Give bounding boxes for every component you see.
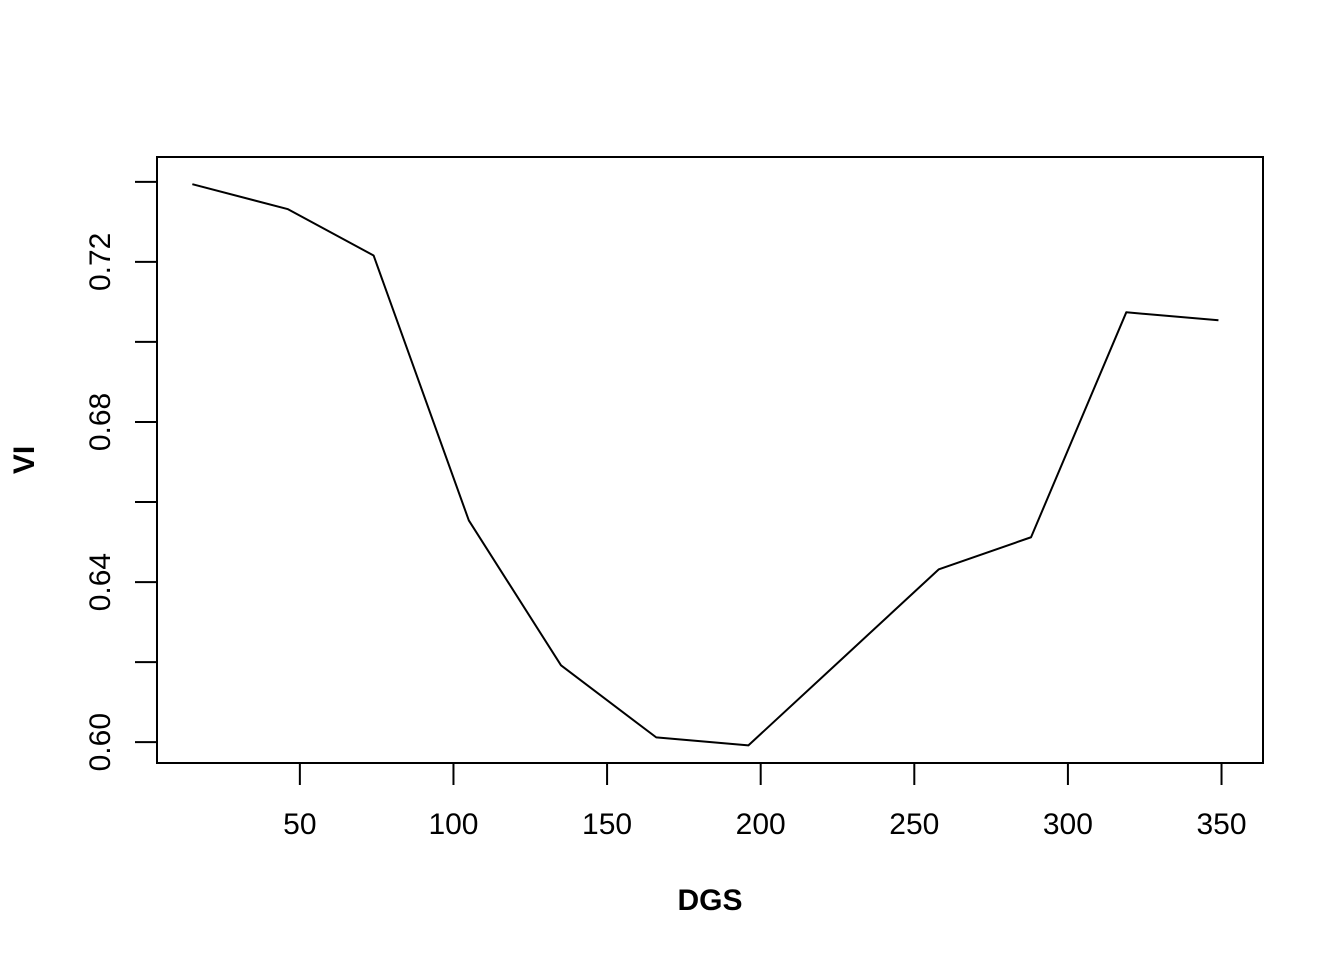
- y-axis: 0.60 0.64 0.68 0.72: [84, 180, 158, 771]
- series-layer: [192, 183, 1219, 747]
- x-tick-label: 100: [428, 808, 478, 841]
- x-tick-label: 300: [1043, 808, 1093, 841]
- y-tick-label: 0.72: [84, 233, 117, 291]
- x-tick-label: 350: [1196, 808, 1246, 841]
- x-tick-label: 200: [736, 808, 786, 841]
- x-axis-title: DGS: [677, 884, 742, 917]
- y-tick-label: 0.68: [84, 393, 117, 451]
- x-tick-label: 250: [889, 808, 939, 841]
- x-axis: 50 100 150 200 250 300 350: [283, 762, 1247, 841]
- x-tick-label: 50: [283, 808, 316, 841]
- y-tick-label: 0.64: [84, 553, 117, 611]
- series-line-0: [192, 183, 1219, 747]
- plot-frame: [156, 156, 1264, 764]
- y-tick-label: 0.60: [84, 713, 117, 771]
- y-axis-title: VI: [8, 446, 41, 474]
- x-tick-label: 150: [582, 808, 632, 841]
